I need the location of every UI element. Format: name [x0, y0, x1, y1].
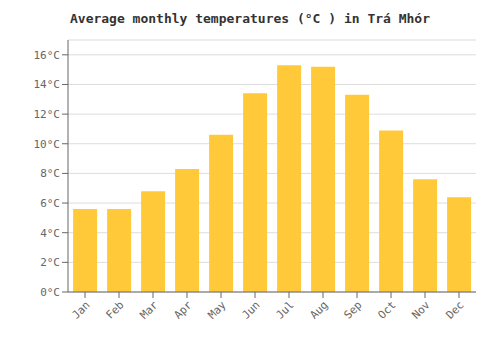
svg-text:Mar: Mar: [137, 298, 161, 322]
svg-text:Jun: Jun: [239, 298, 262, 321]
svg-text:Dec: Dec: [443, 298, 466, 321]
svg-text:Aug: Aug: [307, 298, 330, 321]
svg-text:2°C: 2°C: [40, 256, 60, 269]
svg-text:Jul: Jul: [273, 298, 296, 321]
svg-text:8°C: 8°C: [40, 167, 60, 180]
svg-text:Feb: Feb: [103, 298, 126, 321]
svg-text:4°C: 4°C: [40, 227, 60, 240]
svg-text:14°C: 14°C: [34, 78, 61, 91]
svg-text:Nov: Nov: [409, 298, 433, 322]
svg-text:Sep: Sep: [341, 298, 364, 321]
svg-text:16°C: 16°C: [34, 49, 61, 62]
svg-text:Apr: Apr: [171, 298, 195, 322]
svg-text:6°C: 6°C: [40, 197, 60, 210]
svg-text:12°C: 12°C: [34, 108, 61, 121]
svg-text:May: May: [205, 298, 229, 322]
html-text:Average monthly temperatures (: Average monthly temperatures (°C ) in Tr…: [70, 11, 430, 26]
svg-text:10°C: 10°C: [34, 138, 61, 151]
svg-text:Jan: Jan: [69, 298, 92, 321]
svg-text:0°C: 0°C: [40, 286, 60, 299]
svg-text:Oct: Oct: [375, 298, 398, 321]
